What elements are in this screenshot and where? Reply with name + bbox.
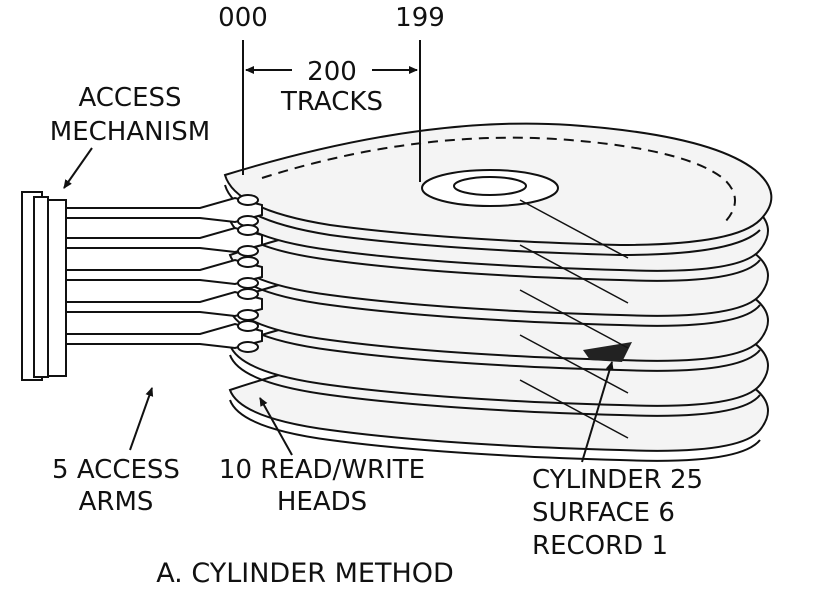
tracks-word-label: TRACKS [280,87,383,117]
access-mechanism [21,191,67,381]
heads-label-1: 10 READ/WRITE [219,455,425,485]
access-arms [65,194,263,353]
access-arm-5 [65,320,263,353]
cylinder-label-1: CYLINDER 25 [532,465,703,495]
track-end-label: 199 [395,3,445,33]
surface-label: SURFACE 6 [532,498,675,528]
record-label: RECORD 1 [532,531,668,561]
access-arms-label-1: 5 ACCESS [52,455,180,485]
access-mechanism-label-2: MECHANISM [50,117,210,147]
figure-caption: A. CYLINDER METHOD [156,558,454,589]
tracks-dimension [242,40,421,175]
platter-stack [223,122,773,462]
cylinder-guide-lines [519,199,629,439]
access-arms-label-2: ARMS [79,487,154,517]
access-mechanism-label-1: ACCESS [78,83,181,113]
access-arm-3 [65,256,263,289]
access-arm-4 [65,288,263,321]
tracks-count-label: 200 [307,57,357,87]
outer-track-dashed [261,136,736,223]
access-arm-2 [65,224,263,257]
track-start-label: 000 [218,3,268,33]
leader-arrows [63,147,614,463]
heads-label-2: HEADS [277,487,367,517]
access-arm-1 [65,194,263,227]
cylinder-25-highlight [583,342,632,362]
spindle-hub [421,169,559,207]
